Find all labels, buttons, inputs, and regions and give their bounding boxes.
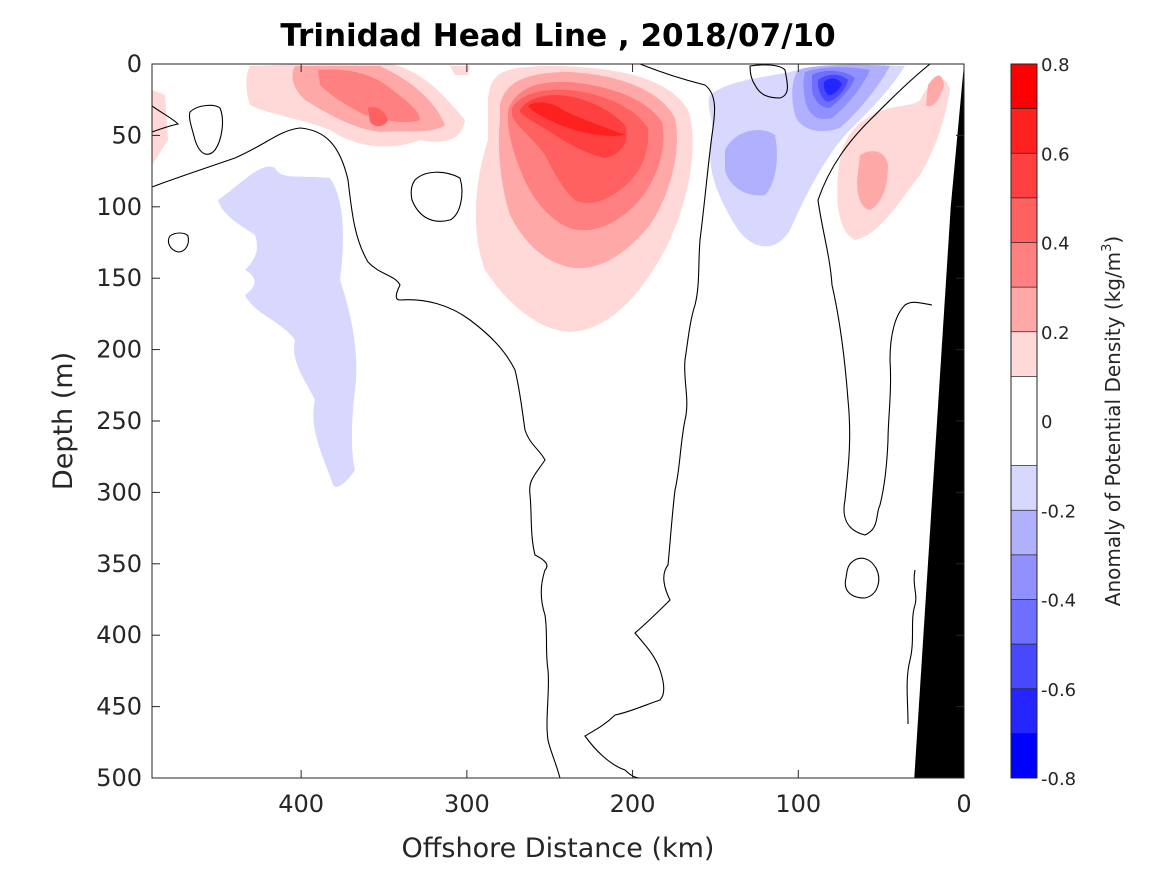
y-tick-label: 0 (127, 50, 142, 78)
y-axis: 0 50 100 150 200 250 300 350 400 450 500 (96, 50, 964, 792)
colorbar-segment (1011, 287, 1037, 332)
colorbar-segment (1011, 331, 1037, 377)
colorbar-segment (1011, 376, 1037, 466)
contour-fill-layer (152, 64, 950, 487)
anomaly-positive-speck (450, 66, 470, 75)
colorbar-tick-label: 0.8 (1041, 55, 1070, 76)
y-axis-label: Depth (m) (48, 352, 79, 490)
anomaly-positive-shallow-peak (368, 107, 388, 127)
y-tick-label: 400 (96, 621, 142, 649)
zero-contour-island-5 (844, 557, 880, 599)
y-tick-label: 450 (96, 693, 142, 721)
x-tick-label: 300 (444, 790, 490, 818)
colorbar-label-superscript: 3 (1100, 244, 1115, 252)
colorbar-segment (1011, 688, 1037, 734)
colorbar-tick-label: 0.4 (1041, 234, 1070, 255)
colorbar-segment (1011, 197, 1037, 243)
anomaly-negative-offshore (218, 166, 357, 487)
colorbar-tick-label: 0 (1041, 412, 1052, 433)
x-tick-label: 200 (610, 790, 656, 818)
colorbar-label-close: ) (1101, 236, 1125, 244)
colorbar-segment (1011, 64, 1037, 109)
zero-contour-east (817, 64, 933, 536)
zero-contour-edge (152, 105, 180, 133)
anomaly-negative-nearshore-l2 (725, 130, 777, 196)
anomaly-negative-nearshore-peak (823, 78, 842, 96)
colorbar-segment (1011, 465, 1037, 511)
zero-contour-west (152, 127, 561, 778)
seafloor-mask (914, 64, 964, 778)
y-tick-label: 350 (96, 550, 142, 578)
x-tick-label: 400 (278, 790, 324, 818)
y-tick-label: 250 (96, 407, 142, 435)
colorbar-frame (1010, 63, 1038, 779)
anomaly-positive-shallow-l3 (318, 69, 420, 123)
anomaly-positive-coastal-l2 (857, 151, 888, 210)
zero-contour-island-4 (749, 64, 788, 99)
zero-contour-central (584, 64, 716, 778)
colorbar-segment (1011, 108, 1037, 154)
colorbar-tick-label: 0.2 (1041, 323, 1070, 344)
colorbar-label: Anomaly of Potential Density (kg/m3) (1100, 236, 1125, 606)
chart-title: Trinidad Head Line , 2018/07/10 (280, 18, 835, 54)
colorbar-label-text: Anomaly of Potential Density (kg/m (1101, 252, 1125, 606)
colorbar-segment (1011, 599, 1037, 645)
zero-contour-coast-east (906, 569, 917, 725)
colorbar-tick-label: 0.6 (1041, 144, 1070, 165)
y-tick-label: 100 (96, 193, 142, 221)
y-tick-label: 150 (96, 264, 142, 292)
colorbar-segment (1011, 733, 1037, 778)
colorbar-segment (1011, 644, 1037, 689)
x-tick-label: 100 (775, 790, 821, 818)
zero-contour-island-3 (167, 232, 189, 253)
zero-contour-island-2 (410, 171, 463, 222)
colorbar-tick-label: -0.2 (1041, 501, 1076, 522)
colorbar-tick-label: -0.6 (1041, 680, 1076, 701)
anomaly-positive-coastal-top (926, 75, 944, 107)
colorbar-segment (1011, 153, 1037, 198)
colorbar-segment (1011, 554, 1037, 600)
colorbar-segment (1011, 242, 1037, 288)
x-axis: 400 300 200 100 0 (278, 64, 972, 818)
plot-area (151, 63, 965, 779)
y-tick-label: 300 (96, 478, 142, 506)
colorbar-tick-label: -0.4 (1041, 591, 1076, 612)
y-tick-label: 500 (96, 764, 142, 792)
colorbar-tick-label: -0.8 (1041, 769, 1076, 790)
anomaly-positive-core-peak (528, 102, 625, 136)
zero-contour-island-1 (188, 104, 224, 155)
zero-contour-lines (152, 64, 933, 778)
x-tick-label: 0 (956, 790, 971, 818)
y-tick-label: 50 (111, 121, 142, 149)
x-axis-label: Offshore Distance (km) (402, 833, 715, 864)
y-tick-label: 200 (96, 336, 142, 364)
colorbar: 0.8 0.6 0.4 0.2 0 -0.2 -0.4 -0.6 -0.8 (1010, 55, 1076, 790)
colorbar-segment (1011, 510, 1037, 555)
